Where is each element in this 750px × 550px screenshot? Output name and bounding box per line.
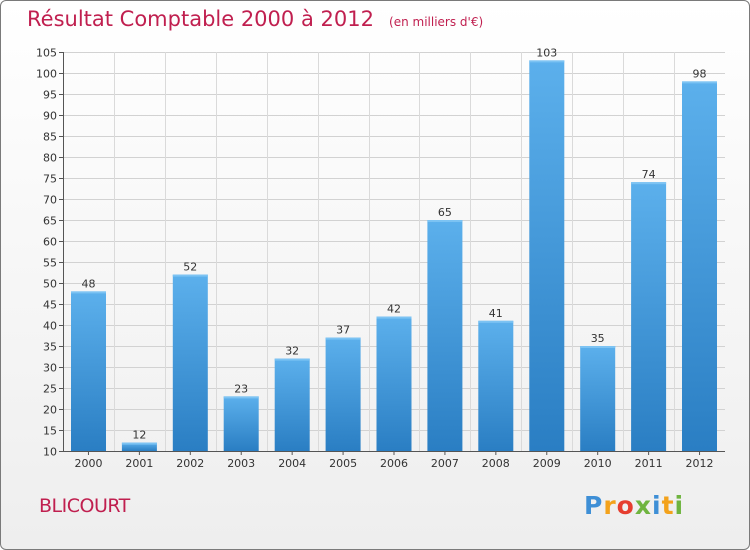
y-tick-label: 30	[43, 362, 57, 375]
bar	[71, 291, 106, 451]
x-tick-label: 2007	[431, 457, 459, 470]
bar-highlight	[529, 60, 565, 63]
logo-letter: t	[661, 491, 675, 520]
y-tick-label: 75	[43, 173, 57, 186]
bar-highlight	[172, 274, 208, 277]
data-label: 103	[536, 46, 557, 59]
bar-highlight	[580, 346, 616, 348]
x-tick-label: 2005	[329, 457, 357, 470]
place-name: BLICOURT	[39, 495, 130, 517]
x-tick-label: 2010	[584, 457, 612, 470]
y-tick-label: 55	[43, 257, 57, 270]
data-label: 35	[591, 332, 605, 345]
data-label: 32	[285, 345, 299, 358]
data-label: 65	[438, 206, 452, 219]
y-tick-label: 25	[43, 383, 57, 396]
bar-highlight	[427, 220, 463, 222]
data-label: 41	[489, 307, 503, 320]
bar-highlight	[121, 442, 157, 445]
x-tick-label: 2009	[533, 457, 561, 470]
y-tick-label: 85	[43, 131, 57, 144]
bar-highlight	[325, 337, 361, 340]
y-tick-label: 60	[43, 236, 57, 249]
y-tick-label: 95	[43, 89, 57, 102]
chart-title: Résultat Comptable 2000 à 2012	[27, 7, 374, 31]
proxiti-logo: Proxiti	[584, 491, 684, 520]
y-tick-label: 90	[43, 110, 57, 123]
y-tick-label: 15	[43, 425, 57, 438]
data-label: 48	[82, 277, 96, 290]
x-tick-label: 2003	[227, 457, 255, 470]
y-tick-label: 80	[43, 152, 57, 165]
data-label: 12	[132, 429, 146, 442]
bar	[580, 346, 616, 451]
x-tick-label: 2001	[125, 457, 153, 470]
y-tick-label: 100	[36, 68, 57, 81]
labels: 10 15 20 25 30 35 40 45 50 55 60 65 70 75 80 85 90 95 100 1…	[36, 46, 714, 470]
y-tick-label: 70	[43, 194, 57, 207]
data-label: 23	[234, 382, 248, 395]
logo-letter: o	[616, 491, 635, 520]
data-label: 74	[642, 168, 656, 181]
bar-highlight	[682, 81, 717, 84]
bar-highlight	[223, 396, 259, 399]
bar	[172, 274, 208, 451]
bar-highlight	[478, 320, 514, 323]
data-label: 52	[183, 261, 197, 274]
data-label: 98	[693, 67, 707, 80]
y-tick-label: 65	[43, 215, 57, 228]
bar-highlight	[631, 182, 667, 185]
bar	[121, 442, 157, 451]
bar-highlight	[274, 358, 310, 361]
bar-highlight	[376, 316, 412, 319]
x-tick-label: 2008	[482, 457, 510, 470]
bar	[529, 60, 565, 452]
bar	[325, 337, 361, 451]
x-tick-label: 2002	[176, 457, 204, 470]
title-block: Résultat Comptable 2000 à 2012 (en milli…	[27, 7, 483, 31]
bar	[478, 320, 514, 451]
x-tick-label: 2006	[380, 457, 408, 470]
bar	[631, 182, 667, 451]
y-tick-label: 10	[43, 446, 57, 459]
bar	[274, 358, 310, 451]
bar	[427, 220, 463, 451]
unit-note: (en milliers d'€)	[389, 15, 484, 29]
x-tick-label: 2011	[635, 457, 663, 470]
bar	[223, 396, 259, 451]
y-tick-label: 45	[43, 299, 57, 312]
logo-letter: i	[674, 491, 685, 520]
bar-highlight	[71, 291, 106, 294]
logo-letter: P	[584, 491, 604, 520]
y-tick-label: 35	[43, 341, 57, 354]
data-label: 42	[387, 303, 401, 316]
x-tick-label: 2004	[278, 457, 306, 470]
logo-letter: x	[634, 491, 652, 520]
bar	[682, 81, 717, 452]
y-tick-label: 40	[43, 320, 57, 333]
bars	[71, 60, 717, 452]
x-tick-label: 2012	[686, 457, 714, 470]
logo-letter: r	[603, 491, 617, 520]
y-tick-label: 105	[36, 47, 57, 60]
logo-letter: i	[652, 491, 662, 520]
x-tick-label: 2000	[75, 457, 103, 470]
bar	[376, 316, 412, 451]
data-label: 37	[336, 324, 350, 337]
y-tick-label: 20	[43, 404, 57, 417]
y-tick-label: 50	[43, 278, 57, 291]
axes	[59, 52, 725, 455]
